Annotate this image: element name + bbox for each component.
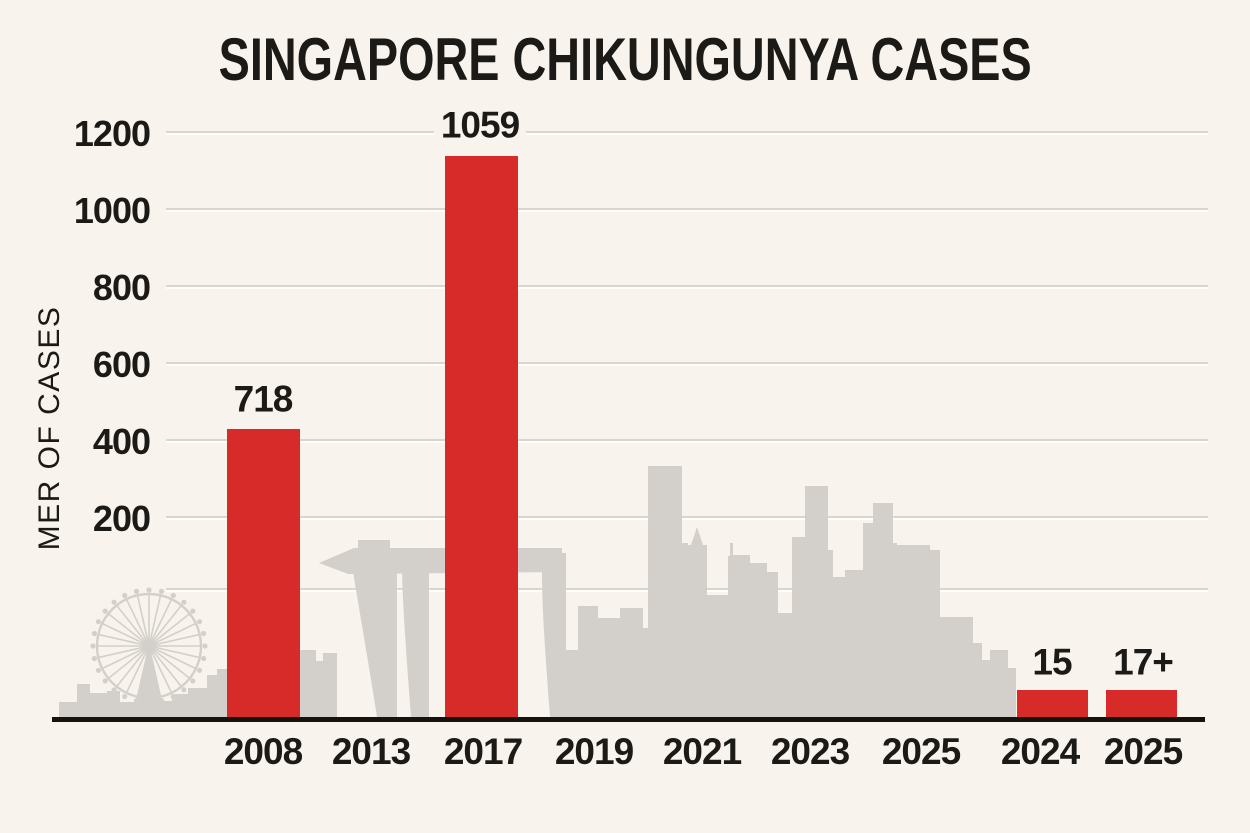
marina-bay-sands-icon	[319, 548, 566, 574]
y-tick-label: 1000	[73, 190, 151, 231]
bar-2008	[227, 429, 300, 719]
bar-2017	[445, 156, 518, 719]
x-tick-label-2013: 2013	[331, 731, 411, 772]
gridline	[166, 516, 1208, 518]
y-tick-label: 600	[92, 344, 151, 385]
y-tick-label: 400	[92, 421, 151, 462]
x-tick-label-2025: 2025	[881, 731, 961, 772]
x-axis-line	[52, 717, 1205, 722]
gridline	[166, 285, 1208, 287]
chart-title: SINGAPORE CHIKUNGUNYA CASES	[0, 30, 1250, 90]
city-skyline-path	[59, 466, 1016, 717]
bar-2025	[1106, 690, 1177, 719]
chart-title-text: SINGAPORE CHIKUNGUNYA CASES	[218, 26, 1032, 93]
bar-2024	[1017, 690, 1088, 719]
y-tick-label: 1200	[73, 113, 151, 154]
y-tick-label: 200	[92, 498, 151, 539]
y-tick-label: 800	[92, 267, 151, 308]
x-tick-label-2019: 2019	[554, 731, 634, 772]
gridline	[166, 362, 1208, 364]
x-tick-label-2024: 2024	[1000, 731, 1080, 772]
x-tick-label-2023: 2023	[770, 731, 850, 772]
gridline	[166, 208, 1208, 210]
bar-value-label-2025: 17+	[1106, 641, 1180, 683]
gridline	[166, 131, 1208, 133]
gridline	[166, 439, 1208, 441]
x-tick-label-2017: 2017	[443, 731, 523, 772]
x-tick-label-2025: 2025	[1103, 731, 1183, 772]
bar-value-label-2017: 1059	[433, 104, 527, 146]
x-tick-label-2021: 2021	[662, 731, 742, 772]
bar-value-label-2008: 718	[226, 378, 300, 420]
bar-value-label-2024: 15	[1025, 641, 1079, 683]
x-tick-label-2008: 2008	[223, 731, 303, 772]
